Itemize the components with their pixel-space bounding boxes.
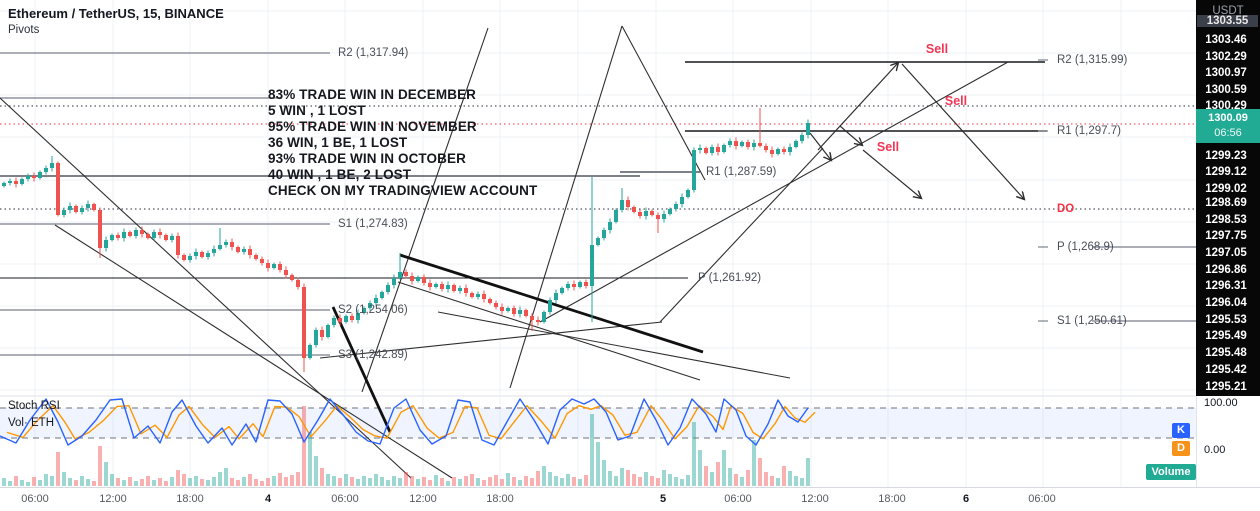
indicator-legend: Stoch RSI Vol· ETH [8,398,60,432]
price-label: 1299.23 [1205,150,1247,162]
time-axis-label: 06:00 [724,493,752,505]
time-axis-day-label: 6 [962,493,970,505]
indicator-title-pivots[interactable]: Pivots [8,24,40,36]
price-label: 1295.48 [1205,347,1247,359]
bar-countdown: 06:56 [1214,127,1242,139]
time-axis-day-label: 5 [659,493,667,505]
chart-plot-area[interactable] [0,0,1196,487]
price-label: 1295.49 [1205,330,1247,342]
price-label-cut: 1303.55 [1197,15,1258,27]
axis-separator [1196,396,1197,511]
current-price-label: 1300.09 06:56 [1196,109,1260,143]
price-axis-currency: USDT [1212,5,1244,17]
time-axis-label: 18:00 [878,493,906,505]
trade-stats-line: CHECK ON MY TRADINGVIEW ACCOUNT [268,183,538,198]
price-label: 1296.86 [1205,264,1247,276]
time-axis-label: 18:00 [486,493,514,505]
stoch-scale-low: 0.00 [1204,444,1226,456]
trade-stats-line: 95% TRADE WIN IN NOVEMBER [268,119,477,134]
indicator-axis[interactable]: 100.00 0.00 [1196,396,1260,487]
price-label: 1299.12 [1205,166,1247,178]
price-label: 1297.75 [1205,230,1247,242]
price-label: 1300.59 [1205,84,1247,96]
trade-stats-annotation[interactable]: 83% TRADE WIN IN DECEMBER 5 WIN , 1 LOST 9… [268,87,537,199]
price-label: 1302.29 [1205,51,1247,63]
time-axis-day-label: 4 [264,493,272,505]
volume-badge: Volume [1146,464,1196,480]
price-label: 1296.04 [1205,297,1247,309]
trade-stats-line: 5 WIN , 1 LOST [268,103,366,118]
price-label: 1297.05 [1205,247,1247,259]
time-axis[interactable]: 06:00 12:00 18:00 4 06:00 12:00 18:00 5 06:00 12:… [0,487,1260,511]
price-label: 1295.42 [1205,364,1247,376]
volume-eth-label[interactable]: Vol· ETH [8,417,55,429]
price-label: 1299.02 [1205,183,1247,195]
price-label: 1298.53 [1205,214,1247,226]
time-axis-label: 12:00 [99,493,127,505]
stoch-d-badge: D [1172,441,1190,456]
trade-stats-line: 83% TRADE WIN IN DECEMBER [268,87,477,102]
price-label: 1303.46 [1205,34,1247,46]
price-axis[interactable]: USDT 1303.55 1303.46 1302.29 1300.97 1300.59… [1196,0,1260,396]
time-axis-label: 06:00 [21,493,49,505]
time-axis-label: 06:00 [1028,493,1056,505]
price-label: 1295.53 [1205,314,1247,326]
time-axis-label: 18:00 [176,493,204,505]
trade-stats-line: 93% TRADE WIN IN OCTOBER [268,151,466,166]
price-label: 1296.31 [1205,280,1247,292]
stoch-scale-high: 100.00 [1204,397,1238,409]
price-label: 1295.21 [1205,381,1247,393]
time-axis-label: 12:00 [409,493,437,505]
stoch-rsi-label[interactable]: Stoch RSI [8,400,60,412]
trade-stats-line: 40 WIN , 1 BE, 2 LOST [268,167,412,182]
stoch-k-badge: K [1172,423,1190,438]
price-label: 1300.97 [1205,67,1247,79]
price-label: 1298.69 [1205,197,1247,209]
time-axis-label: 06:00 [331,493,359,505]
trade-stats-line: 36 WIN, 1 BE, 1 LOST [268,135,408,150]
chart-header: Ethereum / TetherUS, 15, BINANCE Pivots [8,6,224,36]
current-price-value: 1300.09 [1208,112,1248,124]
time-axis-label: 12:00 [801,493,829,505]
symbol-title[interactable]: Ethereum / TetherUS, 15, BINANCE [8,6,224,21]
